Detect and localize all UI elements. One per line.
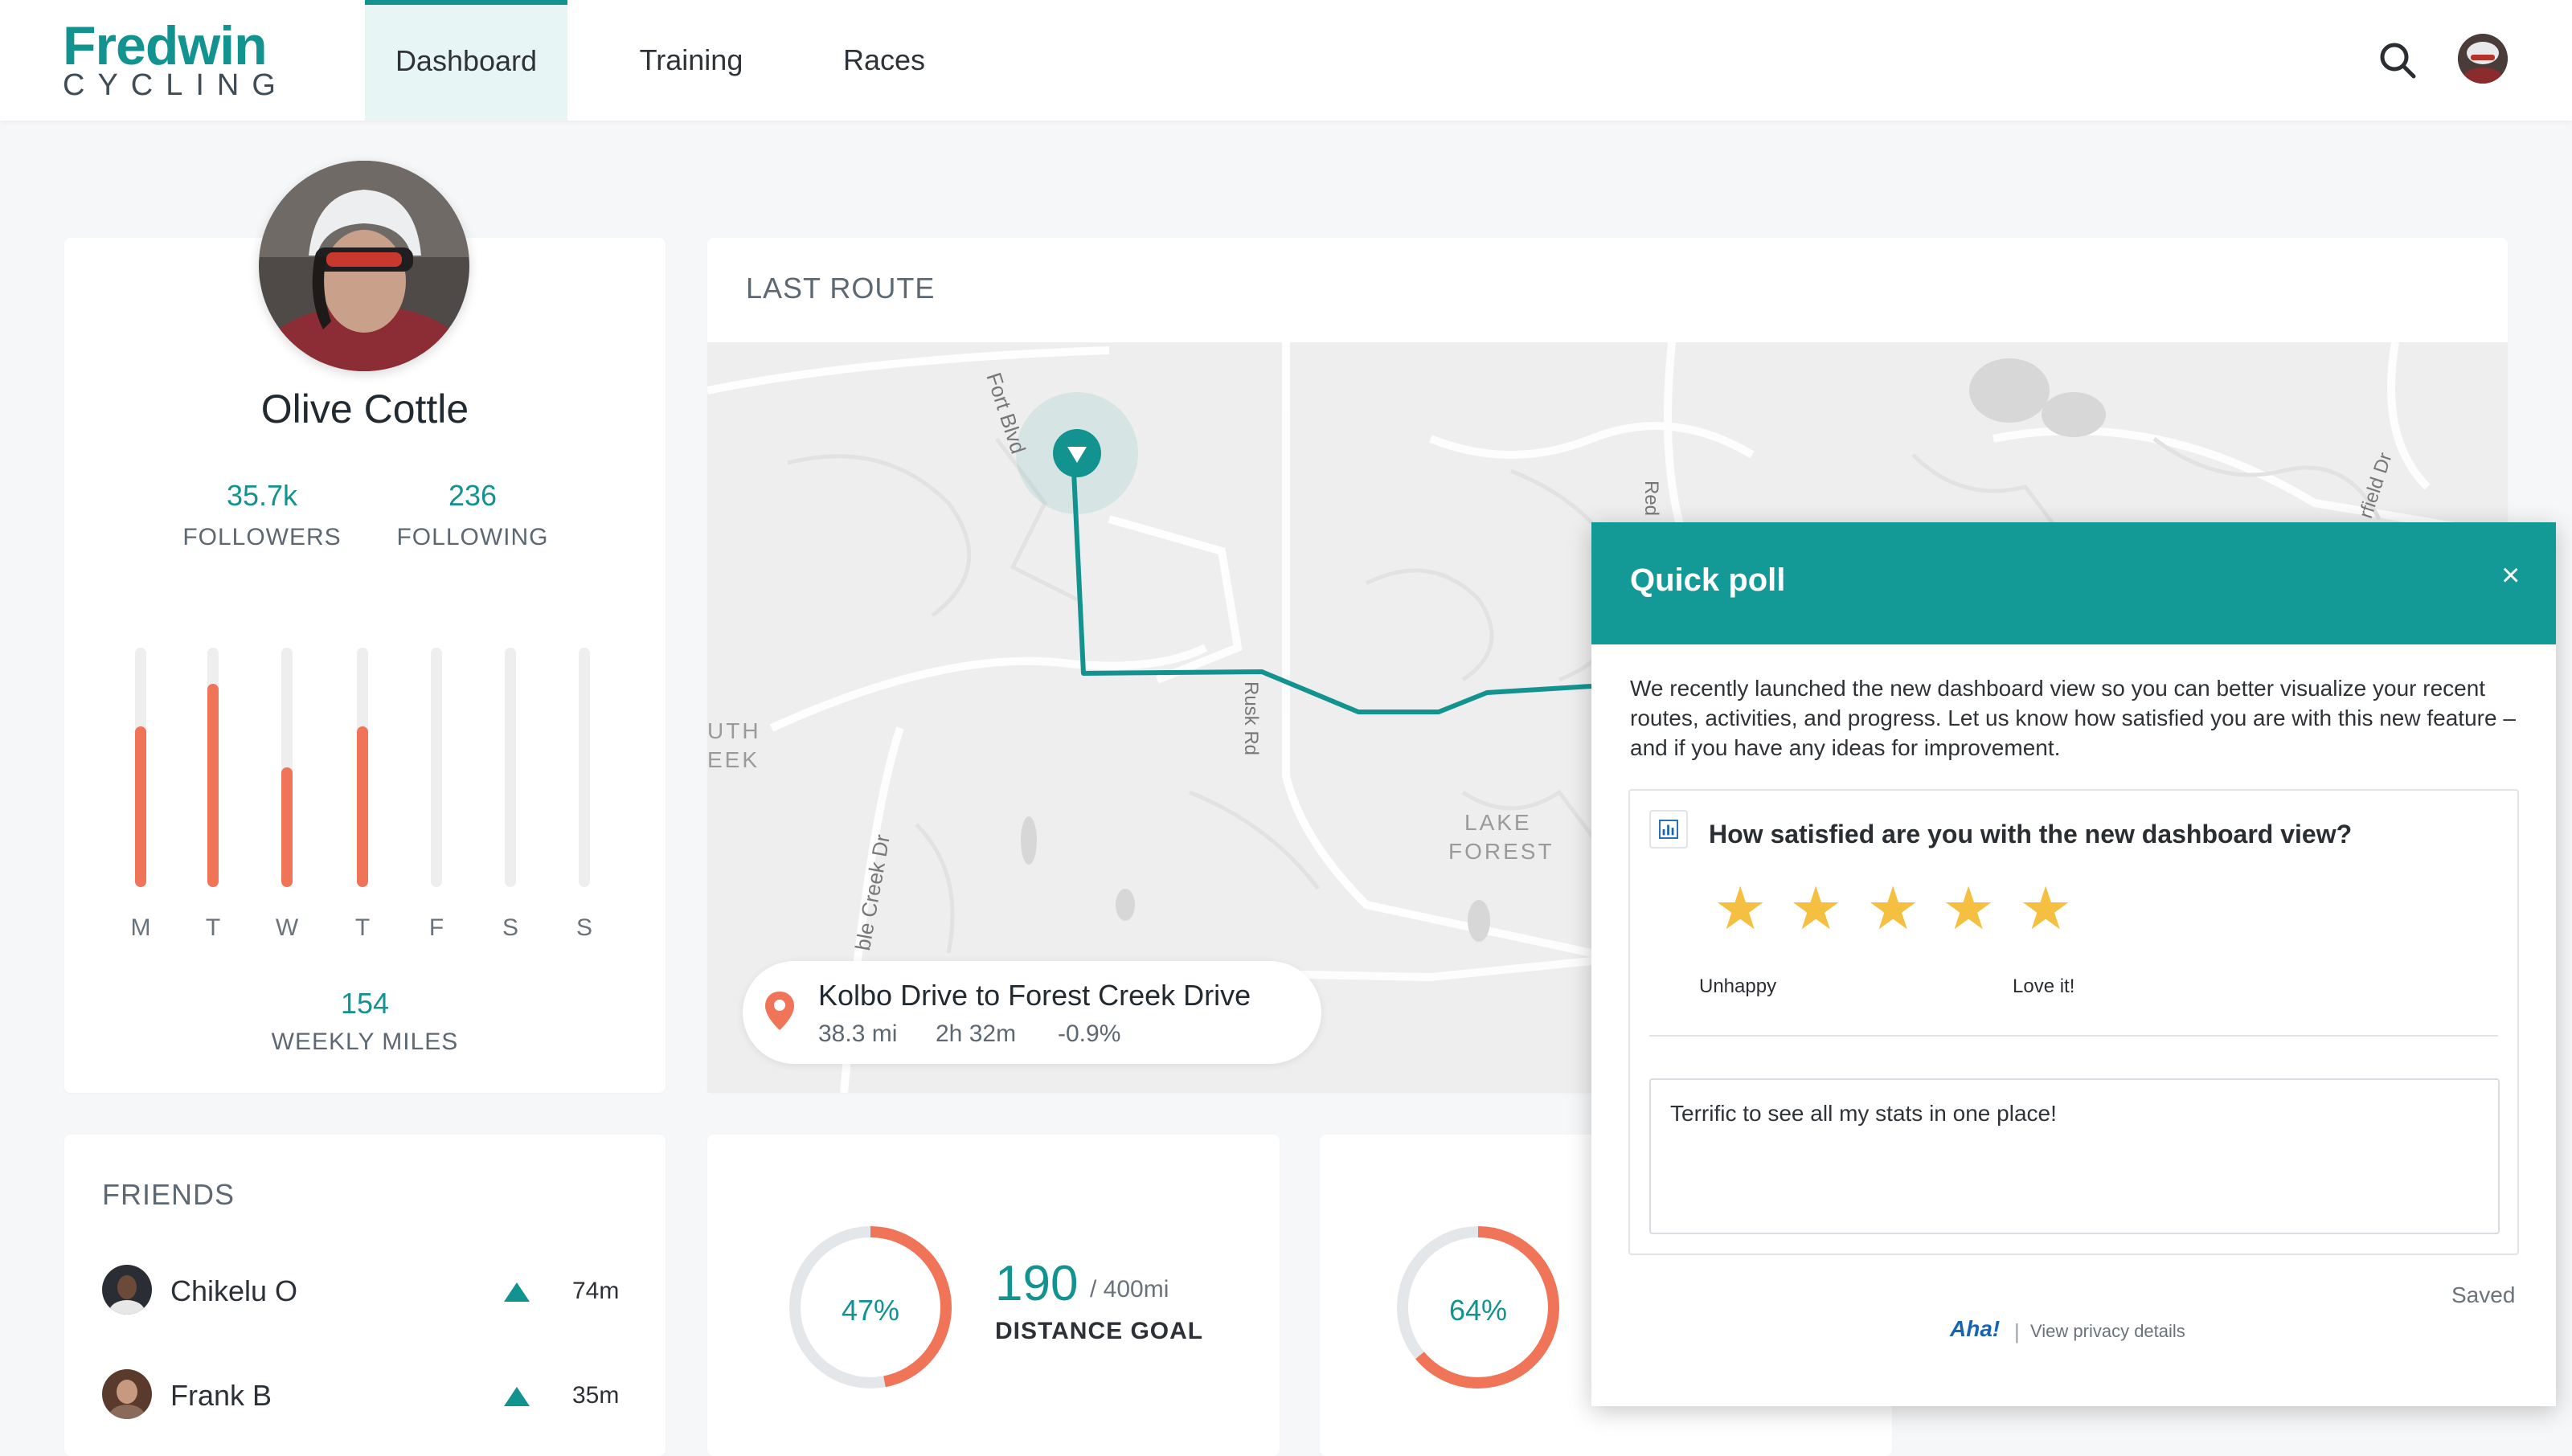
friend-time: 74m [572, 1278, 620, 1304]
following-label: FOLLOWING [396, 524, 549, 550]
distance-goal-card [707, 1135, 1280, 1456]
weekly-bar-track [357, 648, 368, 887]
distance-goal-percent: 47% [841, 1294, 900, 1327]
map-label-red: Red [1640, 481, 1662, 517]
weekly-bar-track [207, 648, 219, 887]
poll-question: How satisfied are you with the new dashb… [1709, 820, 2353, 849]
weekly-bar-fill [207, 684, 219, 887]
nav-tab-races[interactable]: Races [842, 43, 926, 76]
brand-logo[interactable]: Fredwin [63, 15, 268, 76]
distance-goal-value: 190 [995, 1256, 1079, 1311]
weekday-label: M [130, 914, 151, 941]
weekly-miles-value: 154 [340, 987, 390, 1020]
weekday-label: T [205, 914, 221, 941]
friend-name[interactable]: Frank B [170, 1379, 272, 1412]
brand-logo-subtitle: CYCLING [63, 68, 289, 102]
profile-name: Olive Cottle [260, 386, 469, 431]
followers-count[interactable]: 35.7k [226, 479, 298, 512]
friend-time: 35m [572, 1382, 620, 1409]
map-label-creek: EEK [707, 747, 760, 772]
rating-star-5[interactable]: ★ [2019, 875, 2073, 942]
trend-up-icon [504, 1282, 530, 1302]
route-distance: 38.3 mi [818, 1020, 898, 1047]
profile-avatar [259, 161, 469, 371]
weekday-label: S [575, 914, 592, 941]
map-label-south: UTH [707, 718, 761, 743]
weekly-bar-fill [357, 726, 368, 887]
distance-goal-ring [789, 1226, 952, 1389]
friend-name[interactable]: Chikelu O [170, 1274, 298, 1307]
rating-star-2[interactable]: ★ [1789, 875, 1843, 942]
friend-avatar[interactable] [102, 1265, 152, 1315]
weekday-label: T [354, 914, 371, 941]
poll-header: Quick poll × [1591, 522, 2556, 644]
route-duration: 2h 32m [936, 1020, 1017, 1047]
nav-tab-training[interactable]: Training [639, 43, 743, 76]
search-icon[interactable] [2377, 40, 2418, 80]
followers-label: FOLLOWERS [182, 524, 342, 550]
weekday-label: W [275, 914, 299, 941]
aha-brand-logo[interactable]: Aha! [1950, 1316, 2001, 1341]
privacy-details-link[interactable]: View privacy details [2030, 1321, 2185, 1341]
poll-question-box: How satisfied are you with the new dashb… [1628, 789, 2519, 1255]
route-name: Kolbo Drive to Forest Creek Drive [818, 979, 1251, 1012]
second-goal-percent: 64% [1448, 1294, 1508, 1327]
weekly-bar-fill [281, 767, 293, 887]
distance-goal-target: / 400mi [1090, 1276, 1169, 1303]
last-route-title: LAST ROUTE [746, 272, 936, 305]
rating-star-3[interactable]: ★ [1866, 875, 1920, 942]
weekly-miles-label: WEEKLY MILES [271, 1029, 459, 1055]
friends-title: FRIENDS [102, 1178, 235, 1211]
weekly-bar-track [135, 648, 146, 887]
weekly-bar-track [579, 648, 590, 887]
rating-low-label: Unhappy [1699, 975, 1777, 997]
top-navigation-bar: Fredwin CYCLING Dashboard Training Races [0, 0, 2572, 121]
weekly-bar-track [505, 648, 516, 887]
footer-separator: | [2014, 1319, 2020, 1344]
trend-up-icon [504, 1387, 530, 1406]
rating-star-4[interactable]: ★ [1942, 875, 1996, 942]
comment-field[interactable]: Terrific to see all my stats in one plac… [1649, 1078, 2500, 1234]
following-count[interactable]: 236 [448, 479, 498, 512]
friend-avatar[interactable] [102, 1369, 152, 1419]
location-pin-icon [765, 992, 794, 1030]
map-label-forest: FOREST [1448, 839, 1554, 864]
friends-card [64, 1135, 666, 1456]
weekday-label: S [502, 914, 518, 941]
bar-chart-icon [1649, 810, 1688, 849]
poll-title: Quick poll [1630, 562, 1786, 598]
distance-goal-label: DISTANCE GOAL [995, 1318, 1204, 1344]
weekly-bar-track [431, 648, 442, 887]
divider [1649, 1035, 2498, 1037]
route-summary[interactable]: Kolbo Drive to Forest Creek Drive 38.3 m… [743, 961, 1321, 1064]
quick-poll-dialog: Quick poll × We recently launched the ne… [1591, 522, 2556, 1406]
rating-star-1[interactable]: ★ [1714, 875, 1767, 942]
save-status: Saved [2451, 1282, 2516, 1307]
weekly-bar-track [281, 648, 293, 887]
second-goal-ring [1397, 1226, 1559, 1389]
user-avatar[interactable] [2458, 34, 2508, 84]
route-change: -0.9% [1058, 1020, 1121, 1047]
rating-high-label: Love it! [2013, 975, 2075, 997]
poll-description: We recently launched the new dashboard v… [1630, 676, 2516, 760]
map-label-rusk-rd: Rusk Rd [1240, 681, 1262, 756]
nav-tab-dashboard[interactable]: Dashboard [365, 0, 567, 121]
map-label-lake: LAKE [1464, 810, 1532, 835]
weekday-label: F [428, 914, 444, 941]
close-icon[interactable]: × [2501, 558, 2521, 593]
weekly-bar-fill [135, 726, 146, 887]
